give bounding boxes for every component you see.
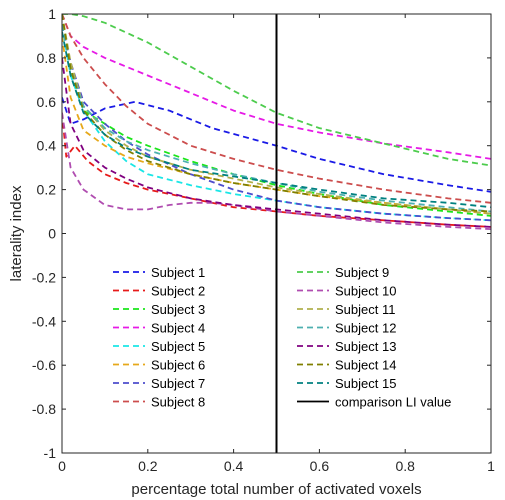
legend-entry: Subject 1 — [113, 265, 205, 280]
legend-label: Subject 15 — [335, 376, 396, 391]
legend-label: Subject 5 — [151, 339, 205, 354]
legend-entry: Subject 11 — [297, 302, 395, 317]
y-tick-label: 0.2 — [37, 182, 57, 198]
legend-label: Subject 7 — [151, 376, 205, 391]
y-tick-label: -0.4 — [32, 313, 56, 329]
legend-entry: Subject 3 — [113, 302, 205, 317]
series-line-subject-10 — [62, 112, 491, 230]
series-layer — [62, 14, 491, 230]
x-tick-label: 0.8 — [395, 458, 415, 474]
y-tick-label: 1 — [48, 6, 56, 22]
axis-ticks: 0 0.2 0.4 0.6 0.8 1 1 0.8 0.6 0.4 0.2 0 -0.2 -0.4 -0.6… — [32, 6, 495, 474]
series-line-subject-4 — [62, 14, 491, 160]
legend-label: Subject 1 — [151, 265, 205, 280]
legend-label: Subject 3 — [151, 302, 205, 317]
y-tick-label: 0.6 — [37, 94, 57, 110]
legend-entry: Subject 8 — [113, 395, 205, 410]
legend-label: Subject 14 — [335, 358, 396, 373]
legend-entry: comparison LI value — [297, 395, 451, 410]
y-tick-label: 0.8 — [37, 50, 57, 66]
legend-entry: Subject 14 — [297, 358, 396, 373]
legend-entry: Subject 4 — [113, 321, 205, 336]
y-tick-label: 0 — [48, 226, 56, 242]
x-tick-label: 0.6 — [310, 458, 330, 474]
legend-entry: Subject 9 — [297, 265, 389, 280]
legend-label: Subject 6 — [151, 358, 205, 373]
legend-entry: Subject 5 — [113, 339, 205, 354]
legend-label: Subject 10 — [335, 284, 396, 299]
series-line-subject-12 — [62, 24, 491, 213]
legend: Subject 1 Subject 2 Subject 3 Subject 4 Subj… — [113, 265, 451, 410]
legend-label: Subject 8 — [151, 395, 205, 410]
series-line-subject-2 — [62, 112, 491, 228]
x-tick-label: 0.4 — [224, 458, 244, 474]
legend-entry: Subject 10 — [297, 284, 396, 299]
legend-entry: Subject 6 — [113, 358, 205, 373]
series-line-subject-1 — [62, 97, 491, 193]
legend-label: comparison LI value — [335, 395, 451, 410]
legend-label: Subject 4 — [151, 321, 205, 336]
x-axis-label: percentage total number of activated vox… — [131, 481, 421, 498]
legend-label: Subject 12 — [335, 321, 396, 336]
legend-label: Subject 11 — [335, 302, 395, 317]
legend-label: Subject 2 — [151, 284, 205, 299]
series-line-subject-13 — [62, 57, 491, 228]
x-tick-label: 0 — [58, 458, 66, 474]
series-line-subject-5 — [62, 24, 491, 222]
y-tick-label: -0.6 — [32, 357, 56, 373]
y-tick-label: -1 — [44, 445, 57, 461]
legend-label: Subject 9 — [335, 265, 389, 280]
x-tick-label: 0.2 — [138, 458, 158, 474]
y-tick-label: 0.4 — [37, 138, 57, 154]
y-axis-label: laterality index — [8, 185, 25, 281]
legend-entry: Subject 13 — [297, 339, 396, 354]
series-line-subject-9 — [62, 14, 491, 167]
legend-entry: Subject 7 — [113, 376, 205, 391]
legend-entry: Subject 12 — [297, 321, 396, 336]
y-tick-label: -0.2 — [32, 269, 56, 285]
x-tick-label: 1 — [487, 458, 495, 474]
series-line-subject-7 — [62, 24, 491, 222]
legend-entry: Subject 2 — [113, 284, 205, 299]
legend-entry: Subject 15 — [297, 376, 396, 391]
series-line-subject-15 — [62, 31, 491, 209]
series-line-subject-14 — [62, 14, 491, 213]
legend-label: Subject 13 — [335, 339, 396, 354]
y-tick-label: -0.8 — [32, 401, 56, 417]
